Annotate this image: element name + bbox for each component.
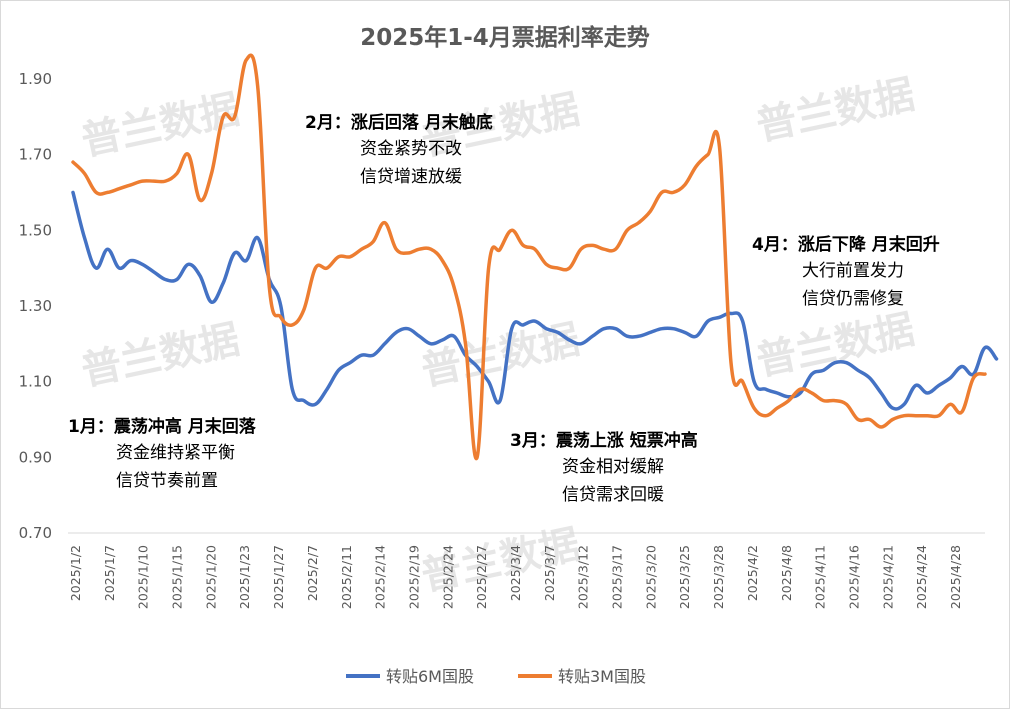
annotation-apr-line1: 大行前置发力 bbox=[802, 261, 904, 281]
y-tick-label: 1.10 bbox=[19, 373, 52, 391]
watermark-2: 普兰数据 bbox=[753, 72, 919, 150]
series-line-3m bbox=[71, 53, 987, 461]
legend: 转贴6M国股 转贴3M国股 bbox=[346, 667, 646, 686]
annotation-jan-line1: 资金维持紧平衡 bbox=[116, 443, 235, 463]
x-tick-label: 2025/4/16 bbox=[846, 545, 861, 609]
y-tick-label: 0.90 bbox=[19, 448, 52, 466]
y-axis: 0.70 0.90 1.10 1.30 1.50 1.70 1.90 bbox=[19, 70, 985, 542]
x-tick-label: 2025/4/8 bbox=[779, 545, 794, 601]
annotation-jan-head: 1月：震荡冲高 月末回落 bbox=[68, 416, 257, 437]
x-tick-label: 2025/2/7 bbox=[305, 545, 320, 601]
watermark-3: 普兰数据 bbox=[78, 317, 244, 395]
annotation-feb-line2: 信贷增速放缓 bbox=[360, 167, 462, 187]
x-tick-label: 2025/1/7 bbox=[102, 545, 117, 601]
x-tick-label: 2025/1/23 bbox=[237, 545, 252, 609]
annotation-feb-head: 2月：涨后回落 月末触底 bbox=[305, 112, 493, 133]
watermark-5: 普兰数据 bbox=[753, 307, 919, 385]
x-tick-label: 2025/2/19 bbox=[406, 545, 421, 609]
annotation-jan-line2: 信贷节奏前置 bbox=[116, 471, 218, 491]
x-tick-label: 2025/1/15 bbox=[170, 545, 185, 609]
x-tick-label: 2025/2/11 bbox=[339, 545, 354, 609]
series-line-6m bbox=[71, 190, 999, 411]
x-tick-label: 2025/1/27 bbox=[271, 545, 286, 609]
legend-label-3m: 转贴3M国股 bbox=[558, 667, 646, 686]
x-tick-label: 2025/4/21 bbox=[880, 545, 895, 609]
annotation-apr-head: 4月：涨后下降 月末回升 bbox=[752, 234, 940, 255]
x-tick-label: 2025/3/25 bbox=[677, 545, 692, 609]
watermark-4: 普兰数据 bbox=[418, 317, 584, 395]
annotation-jan: 1月：震荡冲高 月末回落 资金维持紧平衡 信贷节奏前置 bbox=[68, 416, 257, 491]
annotation-feb-line1: 资金紧势不改 bbox=[360, 139, 462, 159]
x-tick-label: 2025/1/2 bbox=[68, 545, 83, 601]
x-axis: 2025/1/2 2025/1/7 2025/1/10 2025/1/15 2025/1… bbox=[68, 545, 963, 609]
x-tick-label: 2025/3/17 bbox=[610, 545, 625, 609]
series-layer bbox=[71, 53, 999, 461]
x-tick-label: 2025/4/24 bbox=[914, 545, 929, 609]
x-tick-label: 2025/4/28 bbox=[948, 545, 963, 609]
annotation-feb: 2月：涨后回落 月末触底 资金紧势不改 信贷增速放缓 bbox=[305, 112, 493, 187]
x-tick-label: 2025/4/2 bbox=[745, 545, 760, 601]
x-tick-label: 2025/2/27 bbox=[474, 545, 489, 609]
y-tick-label: 0.70 bbox=[19, 524, 52, 542]
legend-label-6m: 转贴6M国股 bbox=[386, 667, 474, 686]
x-tick-label: 2025/2/14 bbox=[373, 545, 388, 609]
x-tick-label: 2025/2/24 bbox=[440, 545, 455, 609]
annotation-mar-line2: 信贷需求回暖 bbox=[562, 485, 664, 505]
x-tick-label: 2025/3/20 bbox=[643, 545, 658, 609]
x-tick-label: 2025/3/28 bbox=[711, 545, 726, 609]
y-tick-label: 1.70 bbox=[19, 146, 52, 164]
y-tick-label: 1.90 bbox=[19, 70, 52, 88]
x-tick-label: 2025/1/20 bbox=[203, 545, 218, 609]
x-tick-label: 2025/3/4 bbox=[508, 545, 523, 601]
watermark-0: 普兰数据 bbox=[78, 87, 244, 165]
x-tick-label: 2025/3/7 bbox=[542, 545, 557, 601]
x-tick-label: 2025/3/12 bbox=[576, 545, 591, 609]
chart-title: 2025年1-4月票据利率走势 bbox=[360, 25, 650, 51]
annotation-mar-line1: 资金相对缓解 bbox=[562, 457, 664, 477]
annotation-mar-head: 3月：震荡上涨 短票冲高 bbox=[510, 430, 698, 451]
annotation-apr-line2: 信贷仍需修复 bbox=[802, 289, 904, 309]
x-tick-label: 2025/4/11 bbox=[813, 545, 828, 609]
y-tick-label: 1.50 bbox=[19, 221, 52, 239]
annotation-mar: 3月：震荡上涨 短票冲高 资金相对缓解 信贷需求回暖 bbox=[510, 430, 698, 505]
x-tick-label: 2025/1/10 bbox=[136, 545, 151, 609]
annotation-apr: 4月：涨后下降 月末回升 大行前置发力 信贷仍需修复 bbox=[752, 234, 940, 309]
y-tick-label: 1.30 bbox=[19, 297, 52, 315]
